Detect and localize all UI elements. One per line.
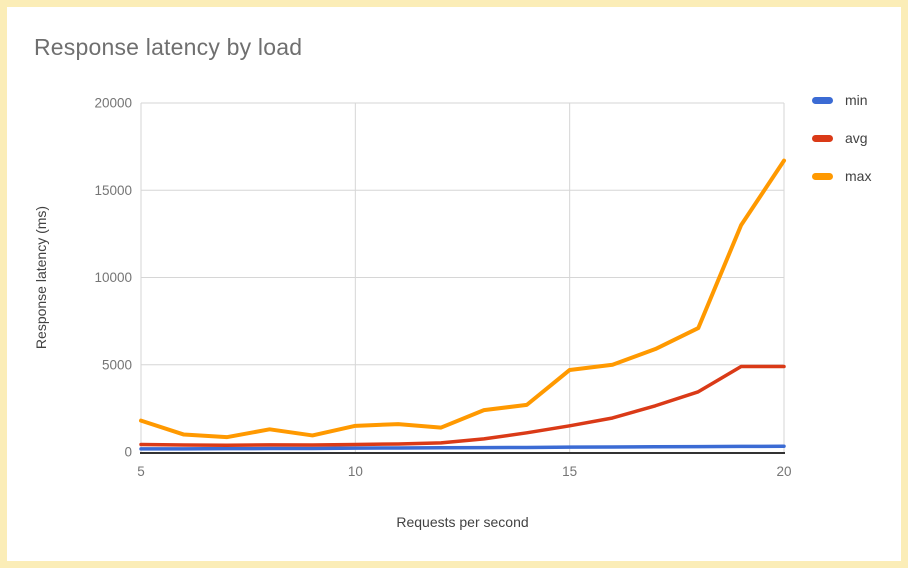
legend-item-max[interactable]: max [812, 164, 871, 188]
legend-item-avg[interactable]: avg [812, 126, 871, 150]
legend-swatch-max [812, 172, 833, 180]
y-tick-label-20000: 20000 [94, 96, 132, 111]
y-tick-label-0: 0 [124, 445, 132, 460]
y-tick-label-10000: 10000 [94, 270, 132, 285]
legend-label-avg: avg [845, 130, 868, 146]
y-tick-label-15000: 15000 [94, 183, 132, 198]
legend-swatch-min [812, 96, 833, 104]
x-tick-label-5: 5 [137, 464, 145, 479]
legend-label-min: min [845, 92, 868, 108]
series-line-max [139, 158, 786, 440]
legend-label-max: max [845, 168, 872, 184]
x-tick-label-10: 10 [348, 464, 363, 479]
legend: min avg max [812, 88, 871, 202]
legend-item-min[interactable]: min [812, 88, 871, 112]
x-axis-title: Requests per second [396, 514, 528, 530]
series-line-min [139, 444, 786, 451]
y-tick-label-5000: 5000 [102, 357, 132, 372]
x-tick-label-15: 15 [562, 464, 577, 479]
chart-title: Response latency by load [34, 34, 303, 60]
legend-swatch-avg [812, 134, 833, 142]
x-tick-label-20: 20 [776, 464, 791, 479]
series-line-avg [139, 364, 786, 447]
y-axis-title: Response latency (ms) [33, 206, 49, 349]
